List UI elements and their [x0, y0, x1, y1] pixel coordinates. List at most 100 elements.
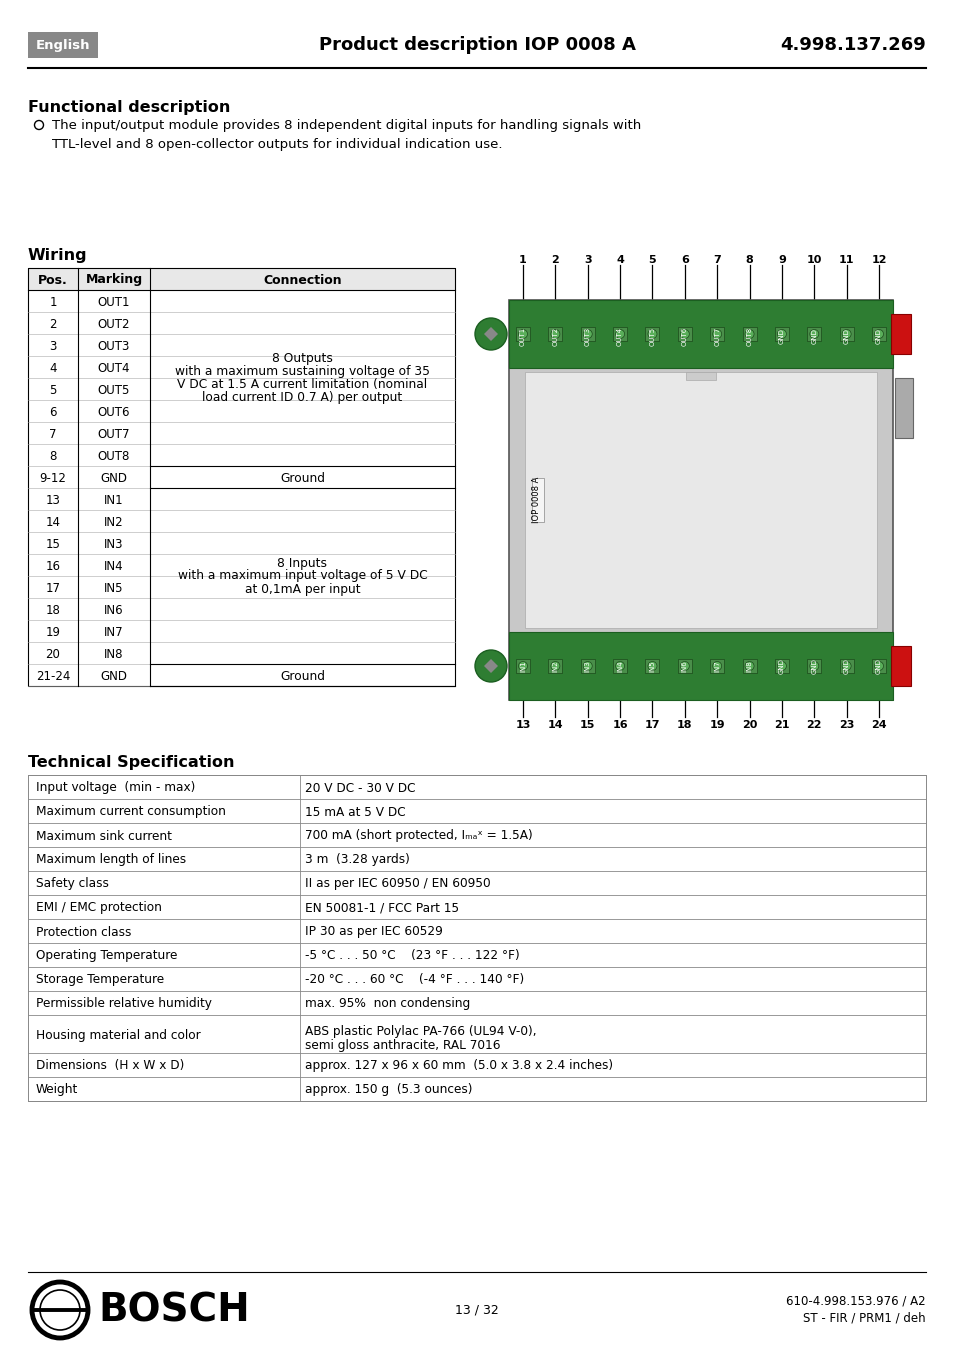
Circle shape: [550, 330, 559, 339]
Text: EMI / EMC protection: EMI / EMC protection: [36, 901, 162, 915]
Circle shape: [550, 662, 559, 670]
Text: OUT1: OUT1: [97, 296, 131, 308]
Circle shape: [841, 662, 850, 670]
Text: IN2: IN2: [104, 516, 124, 528]
Bar: [28, 620, 455, 642]
Text: GND: GND: [810, 328, 817, 345]
Bar: [28, 576, 455, 598]
Text: GND: GND: [842, 328, 849, 345]
Bar: [28, 775, 925, 1101]
Text: Maximum length of lines: Maximum length of lines: [36, 854, 186, 866]
Text: 14: 14: [547, 720, 562, 730]
Text: 1: 1: [518, 255, 526, 265]
Text: 7: 7: [713, 255, 720, 265]
Bar: [532, 478, 543, 521]
Text: semi gloss anthracite, RAL 7016: semi gloss anthracite, RAL 7016: [305, 1039, 500, 1052]
Text: Technical Specification: Technical Specification: [28, 755, 234, 770]
Text: approx. 150 g  (5.3 ounces): approx. 150 g (5.3 ounces): [305, 1084, 472, 1097]
Bar: [871, 659, 885, 673]
Text: OUT7: OUT7: [97, 427, 131, 440]
Circle shape: [809, 662, 818, 670]
Text: Protection class: Protection class: [36, 925, 132, 939]
Text: 16: 16: [46, 559, 60, 573]
Text: 19: 19: [46, 626, 60, 639]
Bar: [28, 378, 455, 400]
Text: 14: 14: [46, 516, 60, 528]
Text: BOSCH: BOSCH: [98, 1292, 250, 1329]
Text: 21-24: 21-24: [36, 670, 71, 682]
Bar: [613, 327, 626, 340]
Text: 4.998.137.269: 4.998.137.269: [780, 36, 925, 54]
Circle shape: [475, 317, 506, 350]
Text: GND: GND: [778, 328, 784, 345]
Text: 8 Outputs: 8 Outputs: [272, 353, 333, 365]
Text: 2: 2: [50, 317, 56, 331]
Text: Ground: Ground: [280, 471, 325, 485]
Text: load current ID 0.7 A) per output: load current ID 0.7 A) per output: [202, 390, 402, 404]
Text: ST - FIR / PRM1 / deh: ST - FIR / PRM1 / deh: [802, 1312, 925, 1324]
Text: 4: 4: [50, 362, 56, 374]
Circle shape: [777, 662, 785, 670]
Bar: [839, 659, 853, 673]
Text: OUT8: OUT8: [746, 327, 752, 346]
Text: 13: 13: [515, 720, 530, 730]
Circle shape: [679, 662, 689, 670]
Bar: [524, 372, 876, 628]
Circle shape: [841, 330, 850, 339]
Bar: [28, 532, 455, 554]
Text: 17: 17: [644, 720, 659, 730]
Text: OUT2: OUT2: [97, 317, 131, 331]
Bar: [806, 659, 821, 673]
Text: EN 50081-1 / FCC Part 15: EN 50081-1 / FCC Part 15: [305, 901, 458, 915]
Text: Storage Temperature: Storage Temperature: [36, 974, 164, 986]
Text: 18: 18: [677, 720, 692, 730]
Bar: [28, 422, 455, 444]
Text: IN5: IN5: [104, 581, 124, 594]
Circle shape: [712, 662, 720, 670]
Text: 10: 10: [805, 255, 821, 265]
Text: OUT4: OUT4: [617, 327, 622, 346]
Bar: [509, 300, 892, 700]
Text: 9-12: 9-12: [39, 471, 67, 485]
Polygon shape: [483, 327, 497, 340]
Text: Dimensions  (H x W x D): Dimensions (H x W x D): [36, 1059, 184, 1073]
Text: OUT1: OUT1: [519, 327, 525, 346]
Bar: [28, 400, 455, 422]
Text: with a maximum input voltage of 5 V DC: with a maximum input voltage of 5 V DC: [177, 570, 427, 582]
Text: IN8: IN8: [104, 647, 124, 661]
Circle shape: [874, 662, 882, 670]
Text: 12: 12: [870, 255, 886, 265]
Text: max. 95%  non condensing: max. 95% non condensing: [305, 997, 470, 1011]
Circle shape: [582, 330, 592, 339]
Bar: [890, 646, 910, 686]
Bar: [28, 642, 455, 663]
Text: OUT5: OUT5: [98, 384, 130, 396]
Circle shape: [712, 330, 720, 339]
Text: 4: 4: [616, 255, 623, 265]
Bar: [28, 663, 455, 686]
Bar: [516, 327, 530, 340]
Text: 700 mA (short protected, Iₘₐˣ = 1.5A): 700 mA (short protected, Iₘₐˣ = 1.5A): [305, 830, 532, 843]
Text: IN3: IN3: [584, 661, 590, 671]
Text: 8 Inputs: 8 Inputs: [277, 557, 327, 570]
Text: 3: 3: [583, 255, 591, 265]
Text: OUT6: OUT6: [681, 327, 687, 346]
Text: Weight: Weight: [36, 1084, 78, 1097]
Text: ABS plastic Polylac PA-766 (UL94 V-0),: ABS plastic Polylac PA-766 (UL94 V-0),: [305, 1025, 536, 1038]
Bar: [28, 334, 455, 357]
Text: IN6: IN6: [104, 604, 124, 616]
Circle shape: [744, 662, 753, 670]
Bar: [678, 327, 691, 340]
Text: approx. 127 x 96 x 60 mm  (5.0 x 3.8 x 2.4 inches): approx. 127 x 96 x 60 mm (5.0 x 3.8 x 2.…: [305, 1059, 613, 1073]
Circle shape: [809, 330, 818, 339]
Text: Marking: Marking: [86, 273, 142, 286]
Text: IN4: IN4: [617, 661, 622, 671]
Text: 3: 3: [50, 339, 56, 353]
Text: 6: 6: [50, 405, 56, 419]
Text: IN5: IN5: [649, 661, 655, 671]
Bar: [28, 466, 455, 488]
Circle shape: [615, 330, 624, 339]
Bar: [509, 632, 892, 700]
Bar: [871, 327, 885, 340]
Text: Input voltage  (min - max): Input voltage (min - max): [36, 781, 195, 794]
